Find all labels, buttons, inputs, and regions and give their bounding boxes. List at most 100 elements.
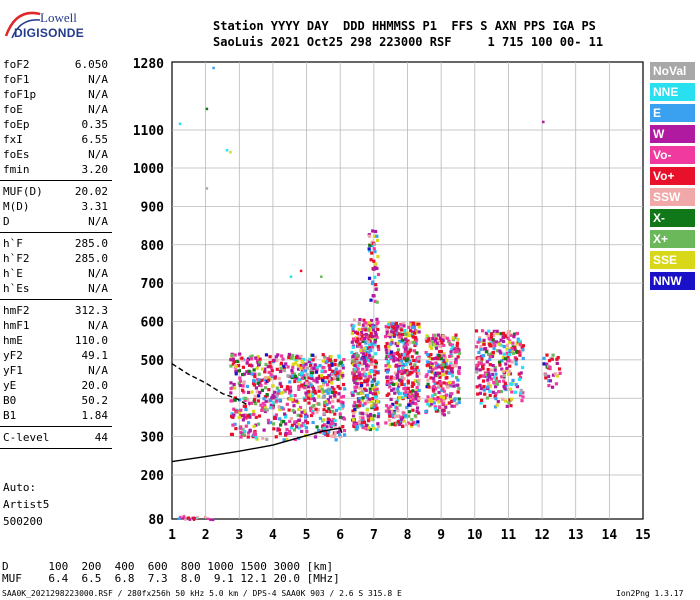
echo-point bbox=[369, 417, 373, 421]
echo-point bbox=[439, 364, 443, 368]
echo-point bbox=[521, 395, 525, 399]
echo-point bbox=[414, 395, 418, 399]
echo-point bbox=[492, 333, 496, 338]
echo-point bbox=[456, 383, 460, 387]
echo-point bbox=[520, 399, 524, 403]
echo-point bbox=[309, 362, 313, 366]
echo-point bbox=[250, 390, 254, 394]
echo-point bbox=[374, 262, 378, 266]
echo-point bbox=[250, 401, 254, 405]
echo-point bbox=[342, 357, 346, 362]
echo-point bbox=[456, 390, 460, 394]
echo-point bbox=[309, 408, 313, 413]
echo-point bbox=[357, 404, 361, 408]
echo-point bbox=[302, 396, 306, 400]
echo-point bbox=[367, 359, 371, 363]
echo-point bbox=[276, 391, 280, 395]
x-tick-label: 11 bbox=[501, 528, 517, 543]
param-row: B0 50.2 bbox=[0, 393, 112, 408]
echo-point bbox=[402, 419, 406, 423]
echo-point bbox=[274, 397, 278, 401]
echo-point bbox=[550, 385, 555, 389]
echo-point bbox=[318, 374, 322, 378]
x-tick-label: 15 bbox=[635, 528, 651, 543]
echo-point bbox=[299, 373, 304, 377]
echo-point bbox=[411, 397, 416, 401]
echo-point bbox=[488, 357, 492, 362]
echo-point bbox=[235, 410, 239, 414]
echo-point bbox=[373, 338, 378, 343]
echo-point bbox=[497, 379, 501, 384]
param-value: 44 bbox=[94, 431, 108, 444]
echo-point bbox=[362, 369, 366, 374]
echo-point bbox=[375, 266, 379, 271]
param-separator bbox=[0, 448, 112, 452]
echo-point bbox=[237, 410, 242, 415]
echo-point bbox=[389, 342, 393, 346]
echo-point bbox=[426, 395, 430, 399]
echo-point bbox=[359, 376, 363, 380]
echo-point bbox=[476, 340, 480, 344]
echo-point bbox=[365, 383, 370, 387]
echo-point bbox=[377, 347, 381, 352]
echo-point bbox=[279, 423, 283, 427]
echo-point bbox=[433, 343, 437, 347]
echo-point bbox=[376, 415, 380, 419]
param-row: foE N/A bbox=[0, 102, 112, 117]
param-value: N/A bbox=[88, 267, 108, 280]
echo-point bbox=[439, 384, 443, 388]
echo-point bbox=[285, 402, 289, 406]
echo-point bbox=[361, 416, 365, 420]
echo-point bbox=[299, 366, 303, 370]
param-name: h`Es bbox=[3, 282, 30, 295]
echo-point bbox=[234, 364, 238, 369]
echo-point bbox=[289, 417, 293, 421]
echo-point bbox=[275, 367, 279, 371]
echo-point bbox=[351, 359, 355, 363]
echo-point bbox=[299, 354, 303, 358]
echo-point bbox=[371, 229, 375, 233]
echo-point bbox=[255, 359, 260, 363]
profile-solid-line bbox=[171, 427, 343, 463]
echo-point bbox=[305, 429, 309, 434]
echo-point bbox=[503, 381, 507, 385]
echo-point bbox=[360, 362, 364, 366]
echo-point bbox=[388, 423, 392, 427]
echo-point bbox=[394, 326, 398, 330]
echo-point bbox=[517, 350, 521, 354]
echo-point bbox=[322, 408, 326, 412]
echo-point bbox=[367, 397, 372, 401]
echo-point bbox=[267, 399, 271, 403]
echo-point bbox=[390, 338, 394, 343]
echo-point bbox=[325, 402, 329, 407]
echo-point bbox=[513, 345, 517, 349]
echo-point bbox=[437, 350, 442, 354]
echo-point bbox=[390, 422, 394, 426]
logo-digisonde: DIGISONDE bbox=[14, 26, 85, 40]
echo-point bbox=[427, 399, 431, 403]
echo-point bbox=[371, 424, 375, 428]
echo-point bbox=[476, 392, 480, 396]
echo-point bbox=[365, 376, 369, 380]
param-row: C-level 44 bbox=[0, 430, 112, 445]
echo-point bbox=[357, 371, 362, 375]
echo-point bbox=[366, 414, 370, 418]
echo-point bbox=[408, 372, 412, 376]
echo-point bbox=[250, 372, 254, 376]
echo-point bbox=[428, 356, 432, 360]
echo-point bbox=[277, 389, 281, 393]
echo-point bbox=[439, 354, 444, 358]
echo-point bbox=[412, 366, 416, 370]
echo-point bbox=[334, 408, 339, 413]
echo-point bbox=[450, 399, 454, 403]
echo-point bbox=[376, 390, 380, 395]
echo-point bbox=[303, 415, 308, 419]
echo-point bbox=[298, 363, 303, 368]
param-row: hmE 110.0 bbox=[0, 333, 112, 348]
echo-point bbox=[304, 412, 308, 416]
echo-point bbox=[454, 357, 458, 361]
echo-point bbox=[321, 366, 325, 370]
echo-point bbox=[351, 330, 355, 334]
echo-point bbox=[269, 373, 273, 377]
echo-point bbox=[358, 396, 362, 401]
